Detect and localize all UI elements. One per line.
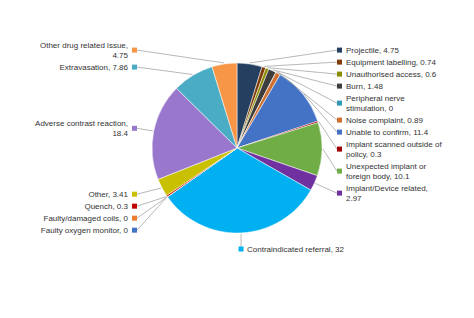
svg-text:Projectile, 4.75: Projectile, 4.75 (346, 46, 399, 55)
svg-text:Unexpected implant orforeign b: Unexpected implant orforeign body, 10.1 (346, 162, 426, 181)
svg-text:Faulty oxygen monitor, 0: Faulty oxygen monitor, 0 (41, 226, 129, 235)
svg-text:Unauthorised access, 0.6: Unauthorised access, 0.6 (346, 70, 437, 79)
svg-text:Contraindicated referral, 32: Contraindicated referral, 32 (247, 245, 344, 254)
svg-text:Equipment labelling, 0.74: Equipment labelling, 0.74 (346, 58, 436, 67)
svg-text:Noise complaint, 0.89: Noise complaint, 0.89 (346, 116, 423, 125)
svg-text:Other drug related issue,4.75: Other drug related issue,4.75 (40, 41, 129, 60)
svg-text:Burn, 1.48: Burn, 1.48 (346, 82, 383, 91)
svg-text:Unable to confirm, 11.4: Unable to confirm, 11.4 (346, 128, 429, 137)
svg-text:Implant/Device related,2.97: Implant/Device related,2.97 (346, 184, 428, 203)
svg-text:Implant scanned outside ofpoli: Implant scanned outside ofpolicy, 0.3 (346, 140, 442, 159)
svg-text:Extravasation, 7.86: Extravasation, 7.86 (60, 63, 129, 72)
svg-text:Adverse contrast reaction,18.4: Adverse contrast reaction,18.4 (35, 119, 128, 138)
svg-text:Other, 3.41: Other, 3.41 (88, 190, 128, 199)
svg-text:Faulty/damaged coils, 0: Faulty/damaged coils, 0 (44, 214, 129, 223)
svg-text:Quench, 0.3: Quench, 0.3 (84, 202, 128, 211)
svg-text:Peripheral nervestimulation, 0: Peripheral nervestimulation, 0 (346, 94, 405, 113)
